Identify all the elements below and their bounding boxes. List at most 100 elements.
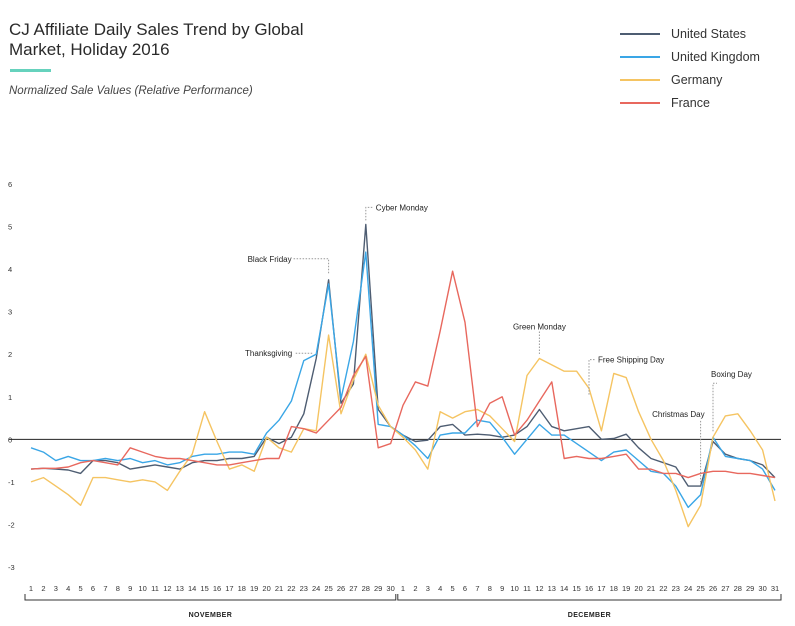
x-tick-label: 5 bbox=[79, 584, 83, 593]
x-tick-label: 9 bbox=[128, 584, 132, 593]
x-tick-label: 16 bbox=[213, 584, 221, 593]
x-tick-label: 6 bbox=[91, 584, 95, 593]
chart-subtitle: Normalized Sale Values (Relative Perform… bbox=[9, 85, 253, 97]
x-tick-label: 10 bbox=[138, 584, 146, 593]
x-tick-label: 23 bbox=[672, 584, 680, 593]
x-tick-label: 20 bbox=[262, 584, 270, 593]
x-tick-label: 8 bbox=[488, 584, 492, 593]
legend-swatch bbox=[620, 78, 660, 81]
x-tick-label: 4 bbox=[66, 584, 70, 593]
x-tick-label: 12 bbox=[535, 584, 543, 593]
month-brackets: NOVEMBER DECEMBER bbox=[24, 594, 782, 619]
x-tick-label: 19 bbox=[250, 584, 258, 593]
y-tick-label: -2 bbox=[8, 520, 15, 529]
annotations: Thanksgiving Black Friday Cyber Monday Gree… bbox=[245, 203, 752, 487]
x-tick-label: 2 bbox=[41, 584, 45, 593]
month-bracket bbox=[397, 594, 782, 601]
x-tick-label: 14 bbox=[188, 584, 196, 593]
y-tick-label: 5 bbox=[8, 223, 12, 232]
y-tick-label: -1 bbox=[8, 478, 15, 487]
legend-label: United States bbox=[671, 26, 747, 41]
x-tick-label: 30 bbox=[758, 584, 766, 593]
x-tick-label: 19 bbox=[622, 584, 630, 593]
x-tick-label: 4 bbox=[438, 584, 442, 593]
x-tick-label: 27 bbox=[349, 584, 357, 593]
x-tick-label: 1 bbox=[401, 584, 405, 593]
x-tick-label: 24 bbox=[684, 584, 692, 593]
annotation-label: Green Monday bbox=[513, 322, 566, 331]
legend-item: United Kingdom bbox=[620, 45, 760, 68]
x-tick-label: 3 bbox=[426, 584, 430, 593]
x-tick-label: 20 bbox=[634, 584, 642, 593]
x-tick-label: 28 bbox=[362, 584, 370, 593]
x-tick-label: 22 bbox=[659, 584, 667, 593]
annotation-leader bbox=[712, 382, 717, 432]
annotation-leader bbox=[365, 206, 373, 221]
x-tick-label: 16 bbox=[585, 584, 593, 593]
x-tick-label: 11 bbox=[151, 584, 159, 593]
title-accent-rule bbox=[10, 69, 51, 72]
series-line bbox=[30, 251, 776, 509]
month-label: NOVEMBER bbox=[189, 612, 233, 619]
x-tick-label: 17 bbox=[597, 584, 605, 593]
x-tick-label: 28 bbox=[734, 584, 742, 593]
x-tick-label: 29 bbox=[746, 584, 754, 593]
chart-title: CJ Affiliate Daily Sales Trend by Global… bbox=[9, 20, 304, 59]
x-tick-label: 3 bbox=[54, 584, 58, 593]
x-tick-label: 14 bbox=[560, 584, 568, 593]
annotation-label: Thanksgiving bbox=[245, 349, 292, 358]
x-tick-label: 11 bbox=[523, 584, 531, 593]
series-line bbox=[30, 334, 776, 528]
x-tick-label: 21 bbox=[275, 584, 283, 593]
legend-item: France bbox=[620, 91, 760, 114]
x-tick-label: 27 bbox=[721, 584, 729, 593]
x-tick-label: 5 bbox=[451, 584, 455, 593]
annotation-leader bbox=[588, 359, 596, 395]
x-tick-label: 30 bbox=[386, 584, 394, 593]
x-tick-label: 22 bbox=[287, 584, 295, 593]
y-tick-label: 2 bbox=[8, 350, 12, 359]
x-tick-label: 7 bbox=[475, 584, 479, 593]
y-tick-label: -3 bbox=[8, 563, 15, 572]
legend-label: Germany bbox=[671, 72, 723, 87]
annotation-label: Christmas Day bbox=[652, 410, 704, 419]
annotation-leader bbox=[293, 258, 330, 274]
legend-label: United Kingdom bbox=[671, 49, 760, 64]
legend-swatch bbox=[620, 55, 660, 58]
month-bracket bbox=[24, 594, 397, 601]
x-tick-label: 25 bbox=[696, 584, 704, 593]
x-tick-label: 17 bbox=[225, 584, 233, 593]
x-tick-label: 23 bbox=[300, 584, 308, 593]
x-tick-label: 29 bbox=[374, 584, 382, 593]
y-tick-label: 4 bbox=[8, 265, 12, 274]
x-tick-label: 10 bbox=[510, 584, 518, 593]
x-tick-label: 18 bbox=[610, 584, 618, 593]
x-tick-label: 26 bbox=[709, 584, 717, 593]
x-tick-label: 15 bbox=[572, 584, 580, 593]
x-tick-label: 18 bbox=[238, 584, 246, 593]
x-tick-label: 24 bbox=[312, 584, 320, 593]
chart-legend: United States United Kingdom Germany France bbox=[620, 22, 760, 114]
annotation-label: Free Shipping Day bbox=[598, 356, 664, 365]
x-tick-label: 25 bbox=[324, 584, 332, 593]
x-tick-label: 6 bbox=[463, 584, 467, 593]
x-tick-label: 31 bbox=[771, 584, 779, 593]
legend-item: United States bbox=[620, 22, 760, 45]
x-tick-label: 1 bbox=[29, 584, 33, 593]
y-tick-label: 3 bbox=[8, 308, 12, 317]
series-lines bbox=[30, 223, 776, 528]
legend-item: Germany bbox=[620, 68, 760, 91]
y-tick-label: 1 bbox=[8, 393, 12, 402]
annotation-label: Boxing Day bbox=[711, 370, 752, 379]
x-tick-label: 7 bbox=[103, 584, 107, 593]
legend-swatch bbox=[620, 101, 660, 104]
series-line bbox=[30, 270, 776, 479]
annotation-label: Black Friday bbox=[248, 255, 292, 264]
x-tick-label: 13 bbox=[548, 584, 556, 593]
x-tick-label: 12 bbox=[163, 584, 171, 593]
x-tick-label: 21 bbox=[647, 584, 655, 593]
annotation-label: Cyber Monday bbox=[376, 203, 428, 212]
x-tick-label: 2 bbox=[413, 584, 417, 593]
legend-swatch bbox=[620, 32, 660, 35]
